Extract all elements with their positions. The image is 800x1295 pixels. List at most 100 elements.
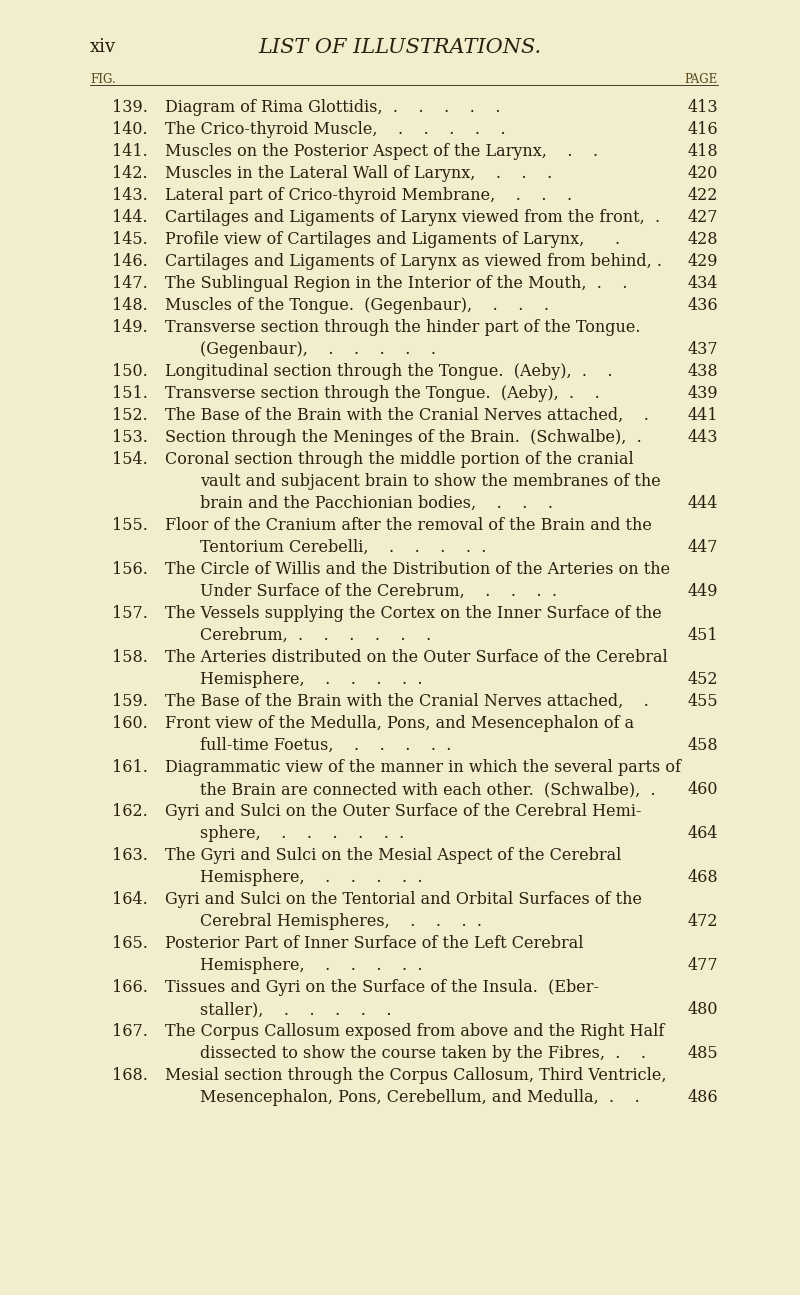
Text: The Corpus Callosum exposed from above and the Right Half: The Corpus Callosum exposed from above a… [165,1023,664,1040]
Text: the Brain are connected with each other.  (Schwalbe),  .: the Brain are connected with each other.… [200,781,656,798]
Text: 153.: 153. [112,429,148,445]
Text: 422: 422 [688,186,718,205]
Text: staller),    .    .    .    .    .: staller), . . . . . [200,1001,391,1018]
Text: 452: 452 [687,671,718,688]
Text: 443: 443 [687,429,718,445]
Text: The Base of the Brain with the Cranial Nerves attached,    .: The Base of the Brain with the Cranial N… [165,693,649,710]
Text: 163.: 163. [112,847,148,864]
Text: The Crico-thyroid Muscle,    .    .    .    .    .: The Crico-thyroid Muscle, . . . . . [165,120,506,139]
Text: 149.: 149. [112,319,148,335]
Text: Mesencephalon, Pons, Cerebellum, and Medulla,  .    .: Mesencephalon, Pons, Cerebellum, and Med… [200,1089,640,1106]
Text: LIST OF ILLUSTRATIONS.: LIST OF ILLUSTRATIONS. [258,38,542,57]
Text: Transverse section through the hinder part of the Tongue.: Transverse section through the hinder pa… [165,319,641,335]
Text: Coronal section through the middle portion of the cranial: Coronal section through the middle porti… [165,451,634,467]
Text: xiv: xiv [90,38,116,56]
Text: Cartilages and Ligaments of Larynx viewed from the front,  .: Cartilages and Ligaments of Larynx viewe… [165,208,660,227]
Text: Cerebrum,  .    .    .    .    .    .: Cerebrum, . . . . . . [200,627,431,644]
Text: Cerebral Hemispheres,    .    .    .  .: Cerebral Hemispheres, . . . . [200,913,482,930]
Text: Mesial section through the Corpus Callosum, Third Ventricle,: Mesial section through the Corpus Callos… [165,1067,666,1084]
Text: Under Surface of the Cerebrum,    .    .    .  .: Under Surface of the Cerebrum, . . . . [200,583,557,600]
Text: 418: 418 [687,142,718,161]
Text: 158.: 158. [112,649,148,666]
Text: 439: 439 [687,385,718,401]
Text: 164.: 164. [112,891,148,908]
Text: dissected to show the course taken by the Fibres,  .    .: dissected to show the course taken by th… [200,1045,646,1062]
Text: 460: 460 [687,781,718,798]
Text: Cartilages and Ligaments of Larynx as viewed from behind, .: Cartilages and Ligaments of Larynx as vi… [165,253,662,269]
Text: Diagrammatic view of the manner in which the several parts of: Diagrammatic view of the manner in which… [165,759,681,776]
Text: Gyri and Sulci on the Outer Surface of the Cerebral Hemi-: Gyri and Sulci on the Outer Surface of t… [165,803,642,820]
Text: 480: 480 [687,1001,718,1018]
Text: 154.: 154. [112,451,148,467]
Text: 428: 428 [687,231,718,249]
Text: PAGE: PAGE [685,73,718,85]
Text: 485: 485 [687,1045,718,1062]
Text: 429: 429 [687,253,718,269]
Text: The Sublingual Region in the Interior of the Mouth,  .    .: The Sublingual Region in the Interior of… [165,275,627,291]
Text: 438: 438 [687,363,718,379]
Text: 166.: 166. [112,979,148,996]
Text: Longitudinal section through the Tongue.  (Aeby),  .    .: Longitudinal section through the Tongue.… [165,363,613,379]
Text: 436: 436 [687,297,718,313]
Text: vault and subjacent brain to show the membranes of the: vault and subjacent brain to show the me… [200,473,661,490]
Text: 472: 472 [687,913,718,930]
Text: The Vessels supplying the Cortex on the Inner Surface of the: The Vessels supplying the Cortex on the … [165,605,662,622]
Text: 477: 477 [687,957,718,974]
Text: 157.: 157. [112,605,148,622]
Text: 416: 416 [687,120,718,139]
Text: 156.: 156. [112,561,148,578]
Text: FIG.: FIG. [90,73,116,85]
Text: 146.: 146. [112,253,148,269]
Text: Floor of the Cranium after the removal of the Brain and the: Floor of the Cranium after the removal o… [165,517,652,534]
Text: Transverse section through the Tongue.  (Aeby),  .    .: Transverse section through the Tongue. (… [165,385,600,401]
Text: 447: 447 [687,539,718,556]
Text: 155.: 155. [112,517,148,534]
Text: 167.: 167. [112,1023,148,1040]
Text: full-time Foetus,    .    .    .    .  .: full-time Foetus, . . . . . [200,737,451,754]
Text: Muscles on the Posterior Aspect of the Larynx,    .    .: Muscles on the Posterior Aspect of the L… [165,142,598,161]
Text: 159.: 159. [112,693,148,710]
Text: The Circle of Willis and the Distribution of the Arteries on the: The Circle of Willis and the Distributio… [165,561,670,578]
Text: 143.: 143. [112,186,148,205]
Text: 451: 451 [687,627,718,644]
Text: brain and the Pacchionian bodies,    .    .    .: brain and the Pacchionian bodies, . . . [200,495,553,512]
Text: 142.: 142. [112,164,148,183]
Text: 468: 468 [687,869,718,886]
Text: The Gyri and Sulci on the Mesial Aspect of the Cerebral: The Gyri and Sulci on the Mesial Aspect … [165,847,622,864]
Text: 455: 455 [687,693,718,710]
Text: 150.: 150. [112,363,148,379]
Text: 151.: 151. [112,385,148,401]
Text: 464: 464 [687,825,718,842]
Text: 152.: 152. [112,407,148,423]
Text: 444: 444 [688,495,718,512]
Text: Tentorium Cerebelli,    .    .    .    .  .: Tentorium Cerebelli, . . . . . [200,539,486,556]
Text: The Arteries distributed on the Outer Surface of the Cerebral: The Arteries distributed on the Outer Su… [165,649,668,666]
Text: Front view of the Medulla, Pons, and Mesencephalon of a: Front view of the Medulla, Pons, and Mes… [165,715,634,732]
Text: Lateral part of Crico-thyroid Membrane,    .    .    .: Lateral part of Crico-thyroid Membrane, … [165,186,572,205]
Text: 141.: 141. [112,142,148,161]
Text: Diagram of Rima Glottidis,  .    .    .    .    .: Diagram of Rima Glottidis, . . . . . [165,98,501,117]
Text: Tissues and Gyri on the Surface of the Insula.  (Eber-: Tissues and Gyri on the Surface of the I… [165,979,599,996]
Text: Muscles of the Tongue.  (Gegenbaur),    .    .    .: Muscles of the Tongue. (Gegenbaur), . . … [165,297,549,313]
Text: Gyri and Sulci on the Tentorial and Orbital Surfaces of the: Gyri and Sulci on the Tentorial and Orbi… [165,891,642,908]
Text: 168.: 168. [112,1067,148,1084]
Text: 437: 437 [687,341,718,357]
Text: Section through the Meninges of the Brain.  (Schwalbe),  .: Section through the Meninges of the Brai… [165,429,642,445]
Text: 449: 449 [687,583,718,600]
Text: 441: 441 [687,407,718,423]
Text: 147.: 147. [112,275,148,291]
Text: 458: 458 [687,737,718,754]
Text: Hemisphere,    .    .    .    .  .: Hemisphere, . . . . . [200,671,422,688]
Text: 139.: 139. [112,98,148,117]
Text: sphere,    .    .    .    .    .  .: sphere, . . . . . . [200,825,404,842]
Text: Hemisphere,    .    .    .    .  .: Hemisphere, . . . . . [200,957,422,974]
Text: 140.: 140. [112,120,148,139]
Text: Posterior Part of Inner Surface of the Left Cerebral: Posterior Part of Inner Surface of the L… [165,935,583,952]
Text: Muscles in the Lateral Wall of Larynx,    .    .    .: Muscles in the Lateral Wall of Larynx, .… [165,164,552,183]
Text: 148.: 148. [112,297,148,313]
Text: (Gegenbaur),    .    .    .    .    .: (Gegenbaur), . . . . . [200,341,436,357]
Text: 161.: 161. [112,759,148,776]
Text: Hemisphere,    .    .    .    .  .: Hemisphere, . . . . . [200,869,422,886]
Text: 486: 486 [687,1089,718,1106]
Text: 427: 427 [687,208,718,227]
